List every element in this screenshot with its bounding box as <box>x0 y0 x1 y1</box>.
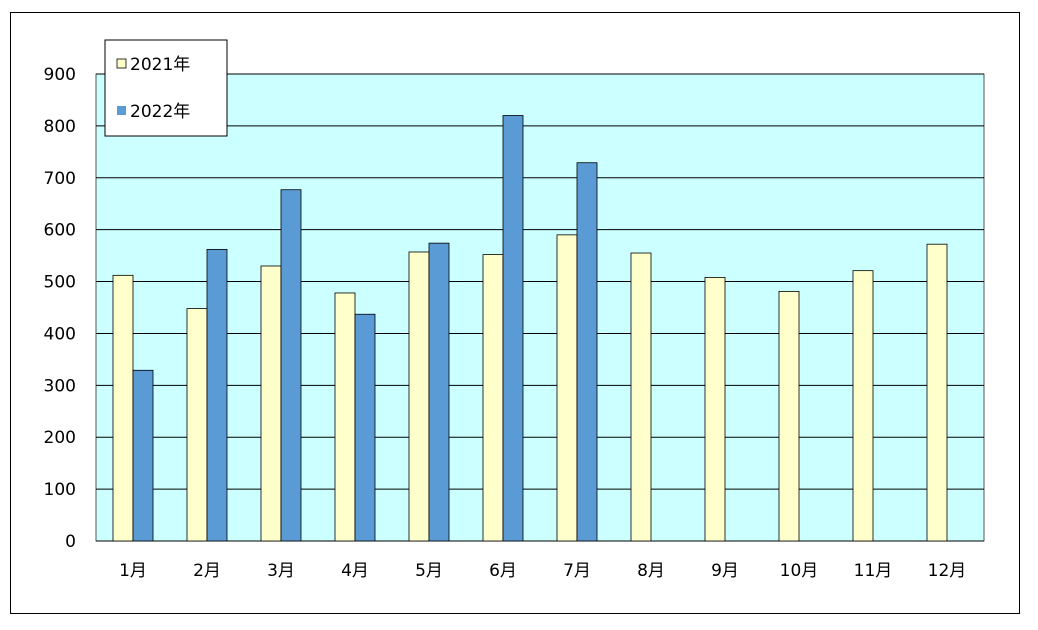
x-axis-ticks: 1月 2月 3月 4月 5月 6月 7月 8月 9月 10月 11月 12月 <box>119 561 966 581</box>
x-tick-label: 5月 <box>415 561 443 581</box>
y-tick-label: 300 <box>44 376 76 396</box>
bar-series1 <box>408 251 430 542</box>
bar-series1 <box>926 243 948 542</box>
bar-series1 <box>704 277 726 542</box>
plot-area <box>95 73 985 542</box>
legend-box <box>104 39 228 137</box>
bar-series1 <box>334 292 356 542</box>
bar-series1 <box>852 270 874 542</box>
x-tick-label: 11月 <box>854 561 893 581</box>
bar-series1 <box>112 274 134 542</box>
y-axis-ticks: 0 100 200 300 400 500 600 700 800 900 <box>44 65 76 552</box>
bar-series1 <box>260 265 282 542</box>
x-tick-label: 7月 <box>563 561 591 581</box>
legend-swatch <box>117 106 126 115</box>
y-tick-label: 900 <box>44 65 76 85</box>
bar-series1 <box>778 291 800 542</box>
y-tick-label: 400 <box>44 324 76 344</box>
bar-series2 <box>428 242 450 542</box>
x-tick-label: 8月 <box>637 561 665 581</box>
x-tick-label: 1月 <box>119 561 147 581</box>
y-tick-label: 800 <box>44 117 76 137</box>
bar-series2 <box>354 313 376 542</box>
x-tick-label: 2月 <box>193 561 221 581</box>
bar-series1 <box>630 252 652 542</box>
bars <box>112 115 948 542</box>
y-tick-label: 200 <box>44 428 76 448</box>
bar-series1 <box>556 234 578 542</box>
y-tick-label: 500 <box>44 273 76 293</box>
bar-series2 <box>132 369 154 542</box>
bar-series2 <box>576 162 598 542</box>
x-tick-label: 3月 <box>267 561 295 581</box>
y-tick-label: 100 <box>44 480 76 500</box>
x-tick-label: 6月 <box>489 561 517 581</box>
x-tick-label: 12月 <box>928 561 967 581</box>
bar-series1 <box>482 254 504 542</box>
legend: 2021年 2022年 <box>104 39 228 137</box>
bar-series2 <box>206 248 228 542</box>
bar-series1 <box>186 308 208 542</box>
gridlines <box>96 73 984 542</box>
bar-series2 <box>280 189 302 542</box>
x-tick-label: 4月 <box>341 561 369 581</box>
legend-swatch <box>116 58 127 69</box>
y-tick-label: 700 <box>44 169 76 189</box>
legend-label: 2022年 <box>130 102 190 122</box>
y-tick-label: 600 <box>44 221 76 241</box>
legend-label: 2021年 <box>130 55 190 75</box>
x-tick-label: 9月 <box>711 561 739 581</box>
bar-series2 <box>502 115 524 542</box>
y-tick-label: 0 <box>65 532 76 552</box>
x-tick-label: 10月 <box>780 561 819 581</box>
